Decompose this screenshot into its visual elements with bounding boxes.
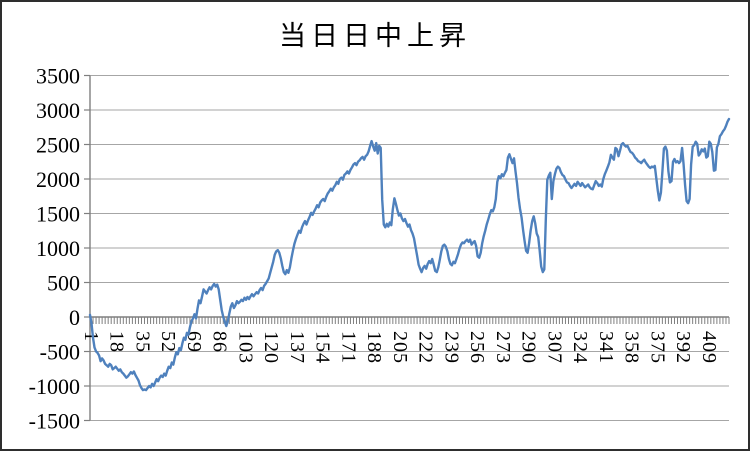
x-tick-label: 256 [466, 331, 488, 364]
series-line [88, 117, 731, 392]
x-tick-label: 1 [80, 331, 102, 342]
y-tick-label: 2500 [36, 133, 80, 158]
x-tick-label: 409 [698, 331, 720, 364]
x-tick-label: 358 [621, 331, 643, 364]
y-tick-label: -1000 [29, 374, 80, 399]
x-tick-label: 290 [518, 331, 540, 364]
y-tick-label: 500 [47, 271, 80, 296]
x-tick-label: 341 [595, 331, 617, 364]
x-tick-label: 375 [646, 331, 668, 364]
y-tick-label: 2000 [36, 167, 80, 192]
y-tick-label: -500 [40, 340, 80, 365]
x-tick-label: 205 [389, 331, 411, 364]
x-tick-label: 307 [543, 331, 565, 364]
y-tick-label: 0 [69, 305, 80, 330]
x-tick-label: 86 [209, 331, 231, 353]
x-tick-label: 69 [183, 331, 205, 353]
x-tick-label: 222 [415, 331, 437, 364]
y-tick-label: 3000 [36, 98, 80, 123]
x-tick-label: 188 [363, 331, 385, 364]
x-tick-label: 239 [440, 331, 462, 364]
x-tick-label: 120 [260, 331, 282, 364]
y-tick-label: 3500 [36, 64, 80, 89]
x-tick-label: 154 [312, 331, 334, 364]
chart-title: 当日日中上昇 [279, 21, 471, 51]
x-tick-label: 18 [106, 331, 128, 353]
x-tick-label: 137 [286, 331, 308, 364]
y-tick-label: 1000 [36, 236, 80, 261]
x-tick-label: 52 [157, 331, 179, 353]
x-tick-label: 273 [492, 331, 514, 364]
x-tick-label: 392 [672, 331, 694, 364]
x-tick-label: 324 [569, 331, 591, 364]
x-tick-label: 35 [131, 331, 153, 353]
y-tick-label: 1500 [36, 202, 80, 227]
x-tick-label: 103 [234, 331, 256, 364]
x-tick-label: 171 [337, 331, 359, 364]
y-tick-label: -1500 [29, 409, 80, 434]
